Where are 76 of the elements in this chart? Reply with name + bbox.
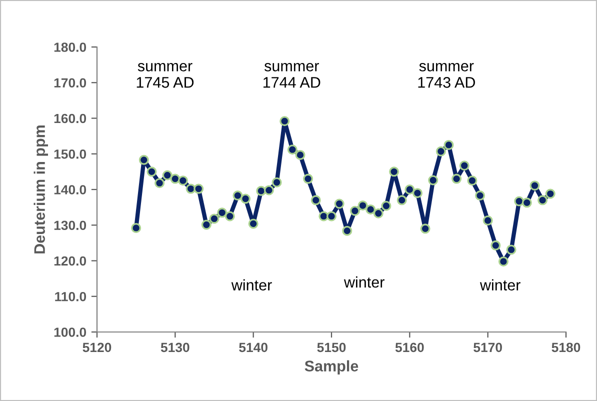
x-axis-title: Sample — [304, 360, 358, 375]
point — [436, 146, 446, 156]
point — [342, 226, 352, 236]
point — [272, 177, 282, 188]
point — [514, 196, 524, 206]
point — [146, 166, 157, 177]
point — [201, 220, 212, 230]
point — [396, 195, 407, 206]
point — [389, 166, 400, 177]
point — [444, 140, 454, 150]
y-tick-label: 140.0 — [54, 185, 86, 194]
y-tick-label: 120.0 — [54, 256, 86, 266]
point — [178, 176, 188, 186]
point — [170, 174, 180, 184]
y-tick-label: 180.0 — [54, 42, 86, 52]
point — [381, 200, 392, 211]
point — [264, 185, 274, 196]
point — [459, 160, 470, 171]
point — [280, 116, 290, 126]
point — [452, 174, 462, 184]
point — [350, 206, 360, 216]
y-axis-title: Deuterium in ppm — [34, 126, 48, 254]
point — [131, 222, 142, 233]
annotation: summer 1744 AD — [263, 63, 320, 88]
point — [538, 195, 548, 206]
point — [287, 144, 298, 155]
point — [545, 188, 556, 199]
point — [404, 184, 415, 194]
point — [506, 244, 516, 255]
point — [295, 150, 306, 160]
point — [303, 174, 314, 184]
y-tick-label: 110.0 — [55, 292, 86, 302]
point — [162, 170, 172, 180]
x-tick-label: 5170 — [474, 342, 502, 352]
annotation: summer 1745 AD — [136, 63, 194, 88]
y-tick-label: 150.0 — [54, 149, 86, 159]
point — [310, 195, 321, 206]
point — [138, 154, 149, 165]
point — [217, 208, 228, 218]
x-tick-label: 5130 — [160, 342, 190, 352]
annotation: winter — [480, 279, 520, 290]
x-tick-label: 5180 — [552, 342, 580, 352]
point — [482, 215, 493, 226]
annotation: winter — [344, 276, 384, 288]
point — [420, 224, 430, 234]
annotation: summer 1743 AD — [418, 63, 475, 88]
y-tick-label: 170.0 — [54, 78, 86, 88]
annotation: winter — [231, 279, 272, 290]
point — [530, 180, 540, 191]
point — [522, 198, 532, 208]
point — [428, 175, 438, 186]
x-tick-label: 5160 — [395, 342, 424, 352]
point — [334, 198, 344, 209]
point — [366, 204, 376, 214]
point — [498, 256, 508, 266]
point — [412, 188, 422, 198]
point — [358, 200, 368, 211]
x-tick-label: 5140 — [239, 342, 268, 352]
y-tick-label: 160.0 — [54, 114, 86, 124]
point — [248, 218, 258, 229]
x-tick-label: 5150 — [317, 342, 346, 352]
point — [467, 176, 478, 186]
point — [373, 208, 384, 218]
point — [232, 190, 243, 201]
point — [209, 214, 220, 224]
point — [194, 184, 204, 194]
point — [154, 178, 165, 188]
point — [326, 211, 336, 222]
point — [186, 184, 196, 194]
x-tick-label: 5120 — [82, 342, 112, 352]
point — [224, 211, 235, 222]
point — [240, 194, 251, 204]
point — [475, 190, 486, 201]
y-tick-label: 130.0 — [54, 220, 86, 230]
point — [490, 240, 501, 250]
y-tick-label: 100.0 — [54, 328, 86, 337]
